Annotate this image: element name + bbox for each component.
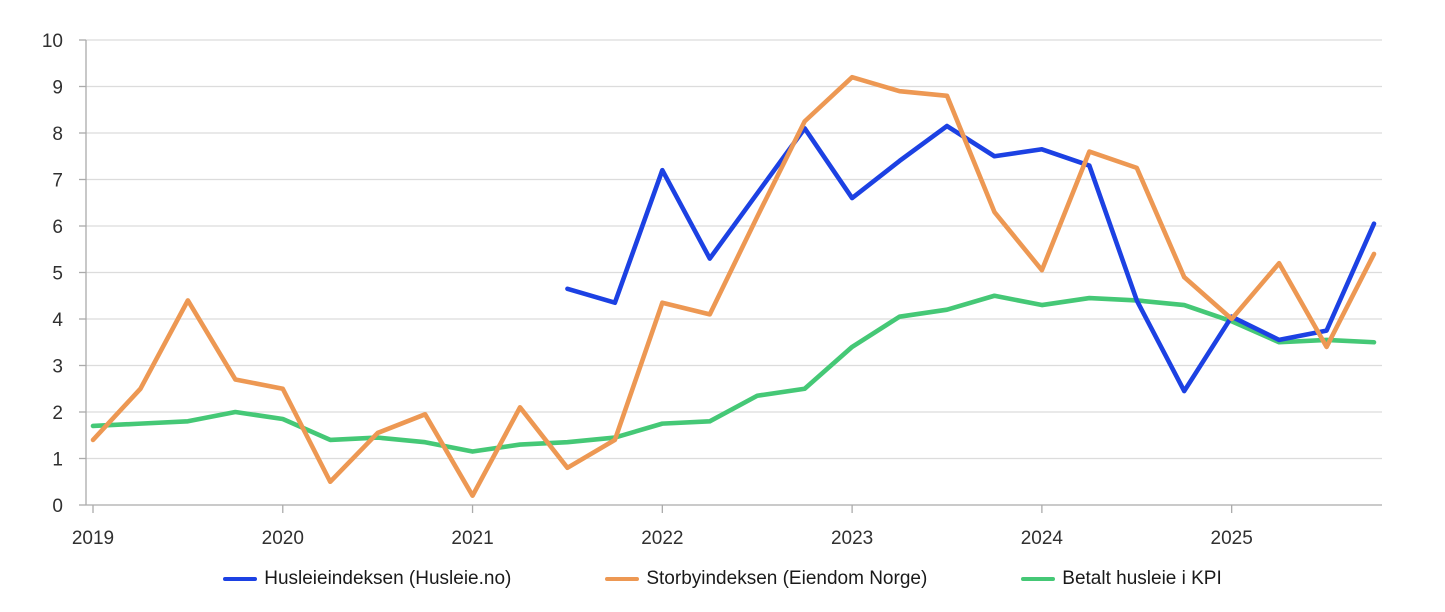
- legend-label: Betalt husleie i KPI: [1062, 568, 1222, 589]
- x-axis-label-2019: 2019: [72, 528, 114, 549]
- series-line-storbyindeksen: [90, 74, 1377, 499]
- y-axis-label-1: 1: [52, 450, 63, 471]
- y-axis-label-2: 2: [52, 403, 63, 424]
- legend-swatch-orange: [605, 576, 640, 582]
- x-axis-label-2021: 2021: [451, 528, 493, 549]
- y-axis-label-8: 8: [52, 124, 63, 145]
- y-axis-label-4: 4: [52, 310, 63, 331]
- legend-swatch-green: [1021, 576, 1056, 582]
- legend-label: Storbyindeksen (Eiendom Norge): [646, 568, 928, 589]
- legend-label: Husleieindeksen (Husleie.no): [264, 568, 512, 589]
- legend-item-storbyindeksen: Storbyindeksen (Eiendom Norge): [605, 568, 927, 590]
- y-axis-label-6: 6: [52, 217, 63, 238]
- x-axis-label-2025: 2025: [1211, 528, 1253, 549]
- legend-item-kpi: Betalt husleie i KPI: [1021, 568, 1222, 590]
- y-axis-label-0: 0: [52, 496, 63, 517]
- y-axis-label-9: 9: [52, 78, 63, 99]
- x-axis-label-2020: 2020: [262, 528, 304, 549]
- chart-legend: Husleieindeksen (Husleie.no) Storbyindek…: [0, 568, 1445, 590]
- x-axis-label-2024: 2024: [1021, 528, 1064, 549]
- series-line-betalt-husleie-kpi: [90, 293, 1377, 454]
- y-axis-label-10: 10: [42, 31, 63, 52]
- y-axis-label-5: 5: [52, 264, 63, 285]
- series-line-husleieindeksen: [565, 123, 1377, 394]
- legend-item-husleieindeksen: Husleieindeksen (Husleie.no): [223, 568, 511, 590]
- y-axis-label-7: 7: [52, 171, 63, 192]
- x-axis-label-2023: 2023: [831, 528, 873, 549]
- legend-swatch-blue: [223, 576, 258, 582]
- y-axis-label-3: 3: [52, 357, 63, 378]
- x-axis-label-2022: 2022: [641, 528, 683, 549]
